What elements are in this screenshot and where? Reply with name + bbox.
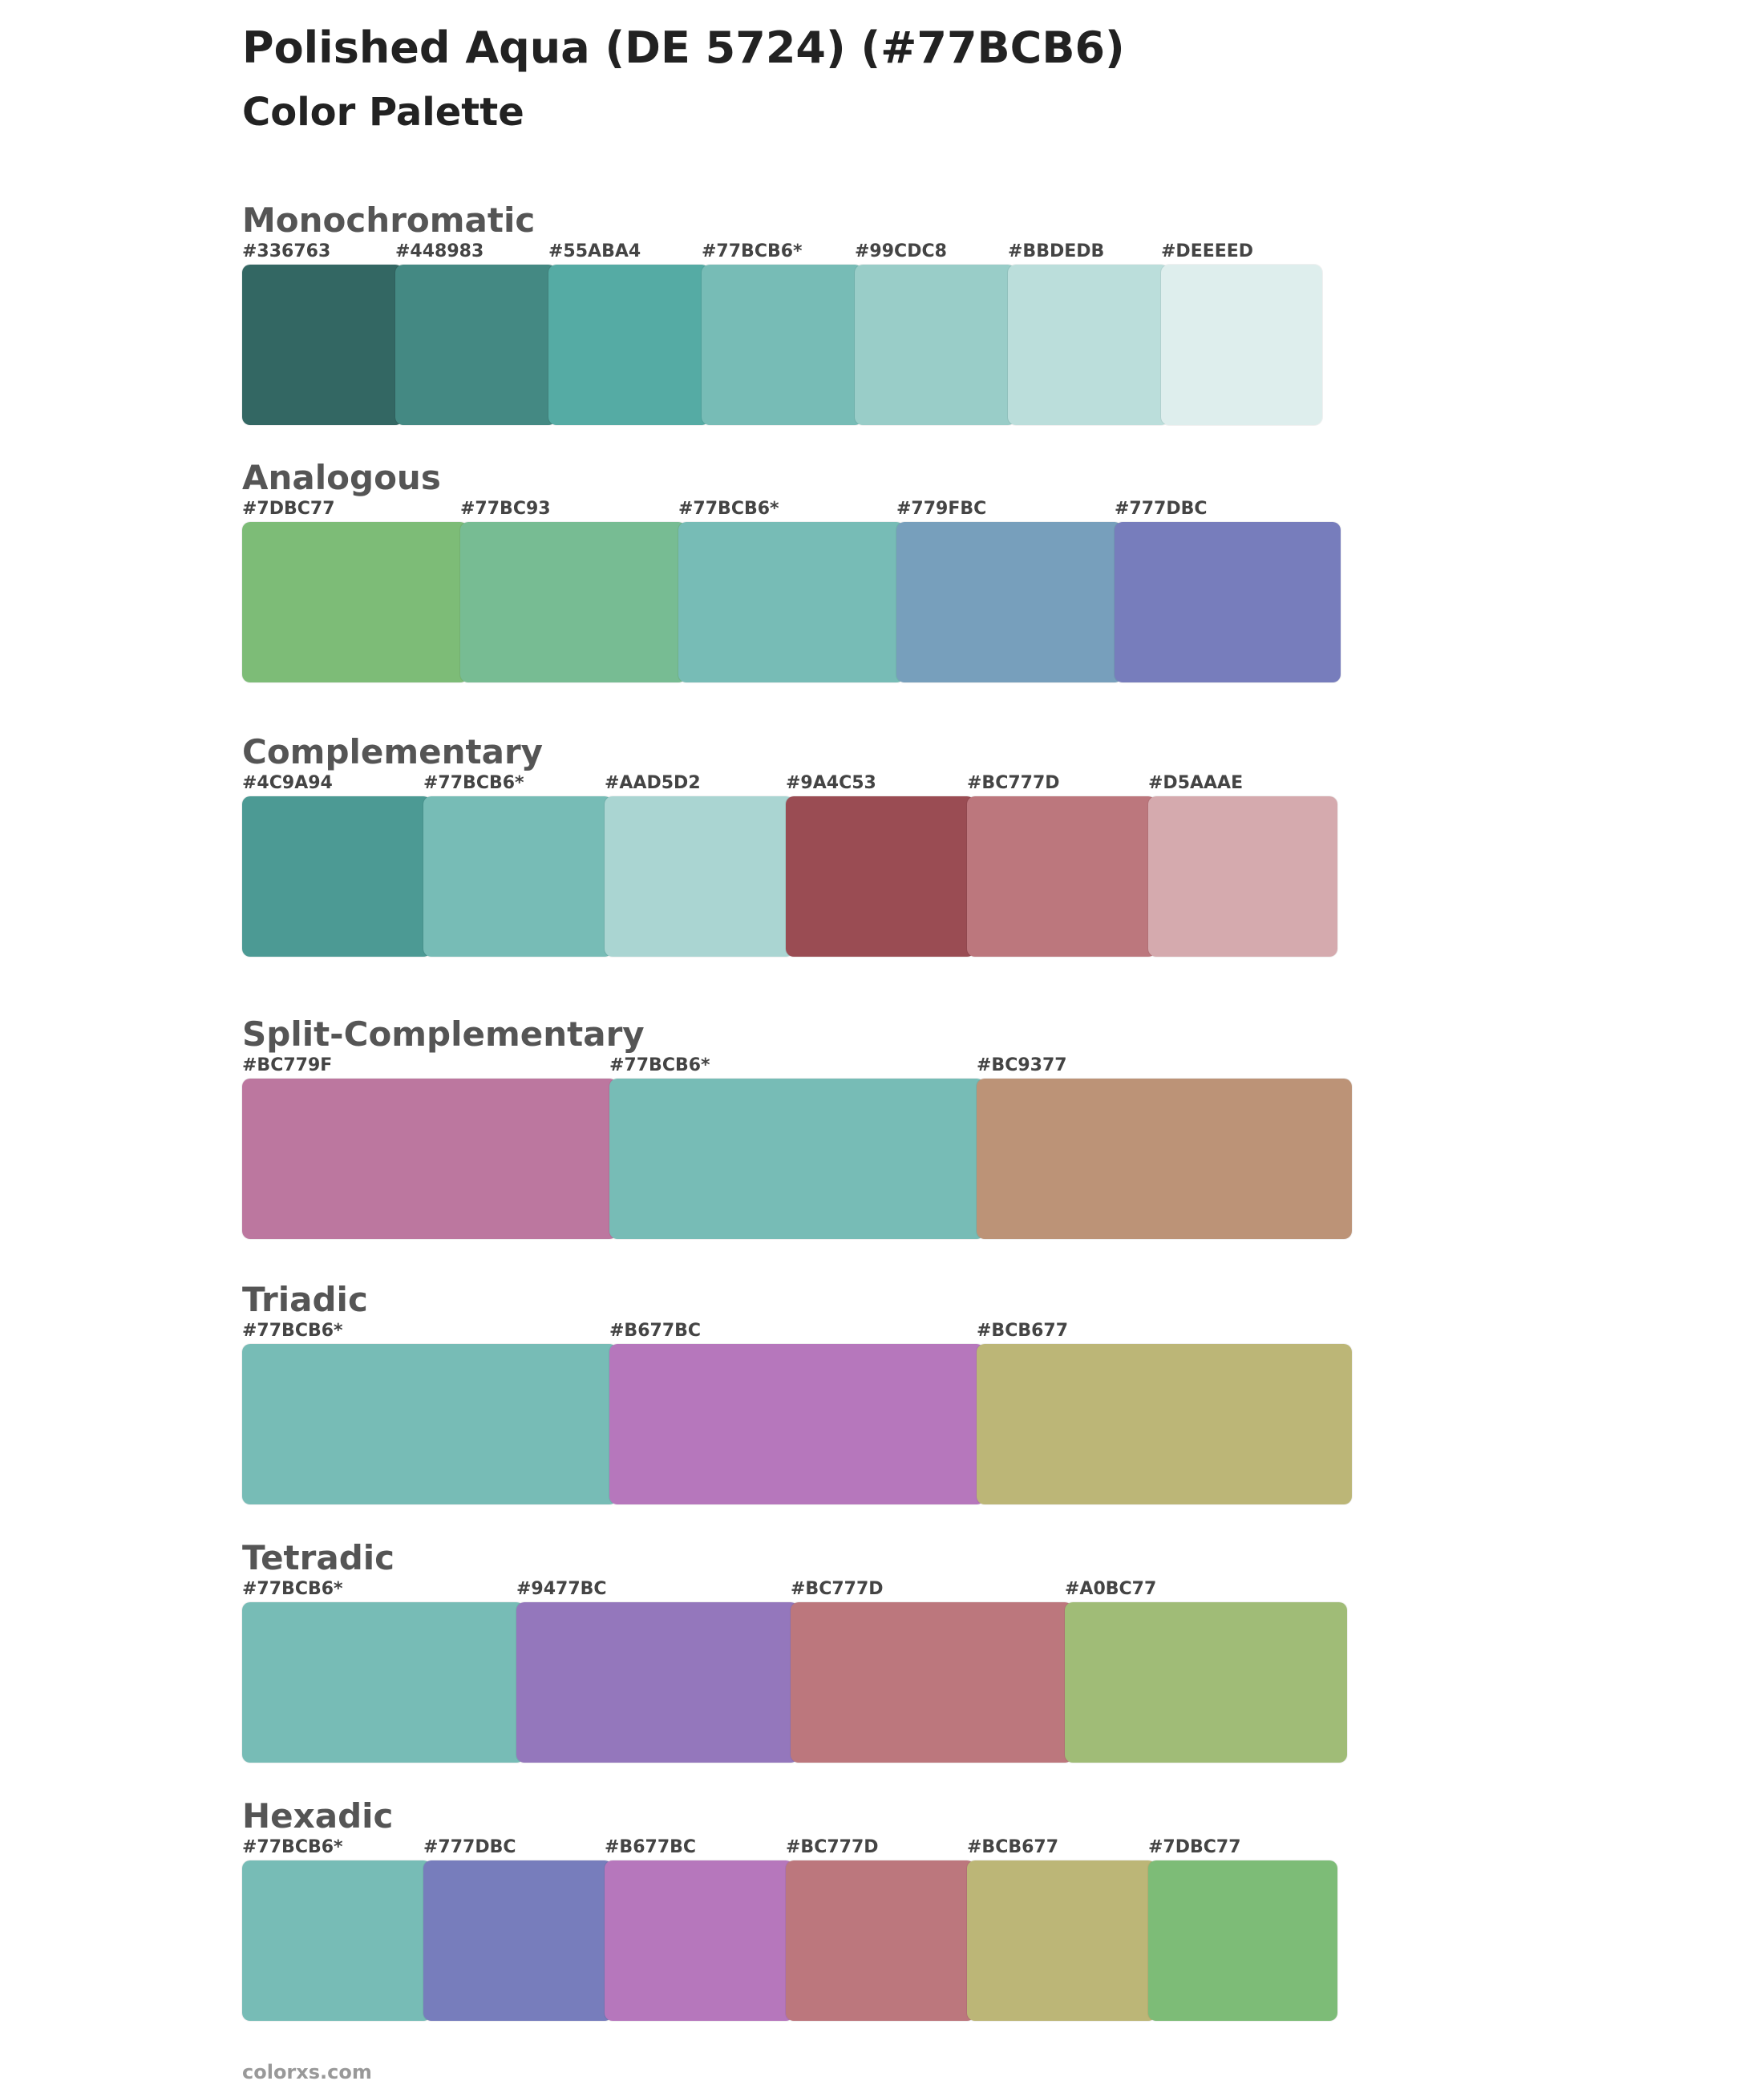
swatch [423, 796, 613, 957]
swatch [1148, 796, 1337, 957]
swatch [702, 265, 863, 425]
swatch-label: #BC777D [791, 1579, 884, 1599]
swatch-label: #77BCB6* [702, 241, 803, 261]
swatch [977, 1079, 1352, 1239]
swatch-label: #7DBC77 [242, 499, 335, 519]
swatch-label: #779FBC [896, 499, 987, 519]
swatch [242, 522, 468, 682]
section-heading: Triadic [242, 1280, 368, 1319]
subtitle: Color Palette [242, 90, 524, 135]
swatch [977, 1344, 1352, 1504]
title: Polished Aqua (DE 5724) (#77BCB6) [242, 22, 1125, 73]
swatch [242, 265, 403, 425]
swatch [967, 1860, 1156, 2021]
swatch [516, 1602, 799, 1763]
swatch-label: #BCB677 [967, 1837, 1059, 1857]
swatch-label: #B677BC [609, 1321, 702, 1341]
swatch-label: #448983 [395, 241, 484, 261]
section-heading: Analogous [242, 458, 441, 497]
swatch-label: #77BCB6* [423, 773, 524, 793]
swatch-label: #B677BC [605, 1837, 697, 1857]
swatch [609, 1079, 985, 1239]
swatch [460, 522, 686, 682]
swatch [609, 1344, 985, 1504]
section-heading: Tetradic [242, 1538, 395, 1577]
swatch-label: #BC779F [242, 1055, 333, 1075]
swatch-label: #AAD5D2 [605, 773, 701, 793]
section-heading: Hexadic [242, 1796, 394, 1836]
swatch-label: #4C9A94 [242, 773, 333, 793]
swatch-label: #DEEEED [1161, 241, 1254, 261]
swatch [242, 796, 431, 957]
swatch [605, 1860, 794, 2021]
swatch-label: #BCB677 [977, 1321, 1069, 1341]
swatch-label: #7DBC77 [1148, 1837, 1241, 1857]
swatch-label: #BC777D [786, 1837, 879, 1857]
swatch [605, 796, 794, 957]
swatch [242, 1860, 431, 2021]
swatch-label: #BC777D [967, 773, 1060, 793]
swatch [967, 796, 1156, 957]
swatch-label: #99CDC8 [855, 241, 947, 261]
swatch-label: #A0BC77 [1065, 1579, 1157, 1599]
swatch-label: #77BCB6* [242, 1321, 343, 1341]
footer-site: colorxs.com [242, 2061, 372, 2083]
section-heading: Complementary [242, 732, 544, 771]
swatch [423, 1860, 613, 2021]
swatch [1148, 1860, 1337, 2021]
swatch [1065, 1602, 1347, 1763]
swatch [855, 265, 1016, 425]
swatch [678, 522, 904, 682]
swatch [896, 522, 1123, 682]
swatch [395, 265, 556, 425]
swatch-label: #55ABA4 [548, 241, 641, 261]
swatch-label: #77BCB6* [242, 1837, 343, 1857]
section-heading: Split-Complementary [242, 1014, 645, 1054]
swatch-label: #D5AAAE [1148, 773, 1244, 793]
swatch-label: #777DBC [423, 1837, 516, 1857]
swatch-label: #77BCB6* [678, 499, 779, 519]
swatch-label: #BC9377 [977, 1055, 1067, 1075]
swatch [242, 1344, 617, 1504]
swatch-label: #336763 [242, 241, 331, 261]
swatch [548, 265, 710, 425]
swatch [242, 1602, 524, 1763]
swatch [791, 1602, 1073, 1763]
swatch [786, 1860, 975, 2021]
swatch-label: #9477BC [516, 1579, 607, 1599]
swatch-label: #77BC93 [460, 499, 551, 519]
swatch [786, 796, 975, 957]
swatch [1115, 522, 1341, 682]
swatch [1161, 265, 1322, 425]
section-heading: Monochromatic [242, 200, 536, 240]
swatch-label: #77BCB6* [609, 1055, 710, 1075]
swatch-label: #BBDEDB [1008, 241, 1105, 261]
swatch-label: #9A4C53 [786, 773, 876, 793]
swatch [1008, 265, 1169, 425]
swatch-label: #777DBC [1115, 499, 1208, 519]
swatch [242, 1079, 617, 1239]
swatch-label: #77BCB6* [242, 1579, 343, 1599]
